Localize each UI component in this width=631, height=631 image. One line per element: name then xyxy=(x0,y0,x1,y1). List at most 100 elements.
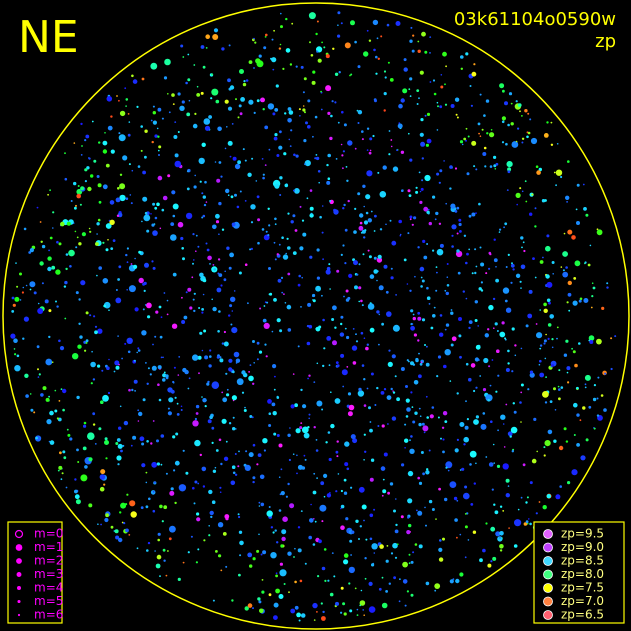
star xyxy=(201,142,206,147)
star xyxy=(546,234,550,238)
star xyxy=(563,427,567,431)
star xyxy=(167,550,169,552)
star xyxy=(553,171,556,174)
star xyxy=(177,221,184,228)
star xyxy=(444,103,448,106)
star xyxy=(127,133,131,137)
star xyxy=(166,313,169,316)
star xyxy=(512,268,515,271)
star xyxy=(197,355,202,360)
star xyxy=(315,32,318,36)
star xyxy=(340,489,343,493)
star xyxy=(417,510,423,516)
star xyxy=(394,556,398,559)
star xyxy=(253,67,255,69)
star xyxy=(514,344,517,347)
star xyxy=(394,375,397,378)
star xyxy=(99,486,105,492)
star xyxy=(363,236,366,239)
star xyxy=(328,263,331,266)
star xyxy=(485,272,488,275)
star xyxy=(80,122,83,126)
star xyxy=(418,374,422,379)
star xyxy=(273,136,278,141)
star xyxy=(411,406,414,408)
star xyxy=(325,269,331,275)
legend-marker xyxy=(17,613,21,617)
star xyxy=(77,461,80,463)
star xyxy=(290,220,294,224)
star xyxy=(335,361,339,364)
star xyxy=(416,509,418,512)
star xyxy=(407,516,410,519)
star xyxy=(323,46,326,49)
star xyxy=(167,93,169,95)
star xyxy=(406,407,411,412)
star xyxy=(253,37,255,40)
star xyxy=(353,230,357,234)
star xyxy=(256,358,259,361)
star xyxy=(137,349,141,352)
star xyxy=(104,132,106,134)
star xyxy=(493,238,496,241)
star xyxy=(159,504,163,509)
star xyxy=(332,47,335,50)
star xyxy=(287,118,292,123)
star xyxy=(109,200,115,205)
star xyxy=(217,272,220,275)
star xyxy=(576,183,580,187)
star xyxy=(251,157,254,160)
star xyxy=(231,310,234,312)
star xyxy=(434,589,437,592)
star xyxy=(407,498,413,504)
star xyxy=(418,422,422,427)
star xyxy=(440,437,442,440)
star xyxy=(333,575,336,578)
star xyxy=(221,228,225,231)
star xyxy=(288,110,294,115)
star xyxy=(11,296,15,300)
star xyxy=(88,457,93,462)
star xyxy=(223,330,226,334)
star xyxy=(343,295,345,298)
star xyxy=(133,379,138,384)
star xyxy=(208,115,213,119)
star xyxy=(79,203,82,206)
star xyxy=(75,204,77,207)
star xyxy=(510,263,515,268)
star xyxy=(531,193,534,196)
star xyxy=(444,289,447,292)
star xyxy=(447,469,450,472)
star xyxy=(47,256,52,261)
star xyxy=(248,375,254,382)
star xyxy=(514,519,522,527)
star xyxy=(386,545,389,547)
star xyxy=(340,315,344,319)
star xyxy=(225,372,228,375)
star xyxy=(108,309,110,312)
star xyxy=(585,438,589,442)
star xyxy=(142,308,145,311)
star xyxy=(417,40,420,43)
star xyxy=(185,212,193,220)
star xyxy=(387,423,389,425)
star xyxy=(573,434,576,436)
star xyxy=(463,436,470,443)
star xyxy=(317,58,322,63)
star xyxy=(37,368,39,371)
star xyxy=(545,274,550,279)
star xyxy=(412,316,416,321)
star xyxy=(405,415,409,418)
star xyxy=(309,206,314,211)
star xyxy=(341,110,344,114)
star xyxy=(424,506,426,509)
star xyxy=(61,388,67,394)
star xyxy=(349,609,353,613)
star xyxy=(152,420,155,422)
star xyxy=(41,244,46,249)
star xyxy=(107,239,109,241)
star xyxy=(592,397,597,402)
star xyxy=(494,510,499,515)
star xyxy=(142,398,146,402)
star xyxy=(410,391,413,394)
